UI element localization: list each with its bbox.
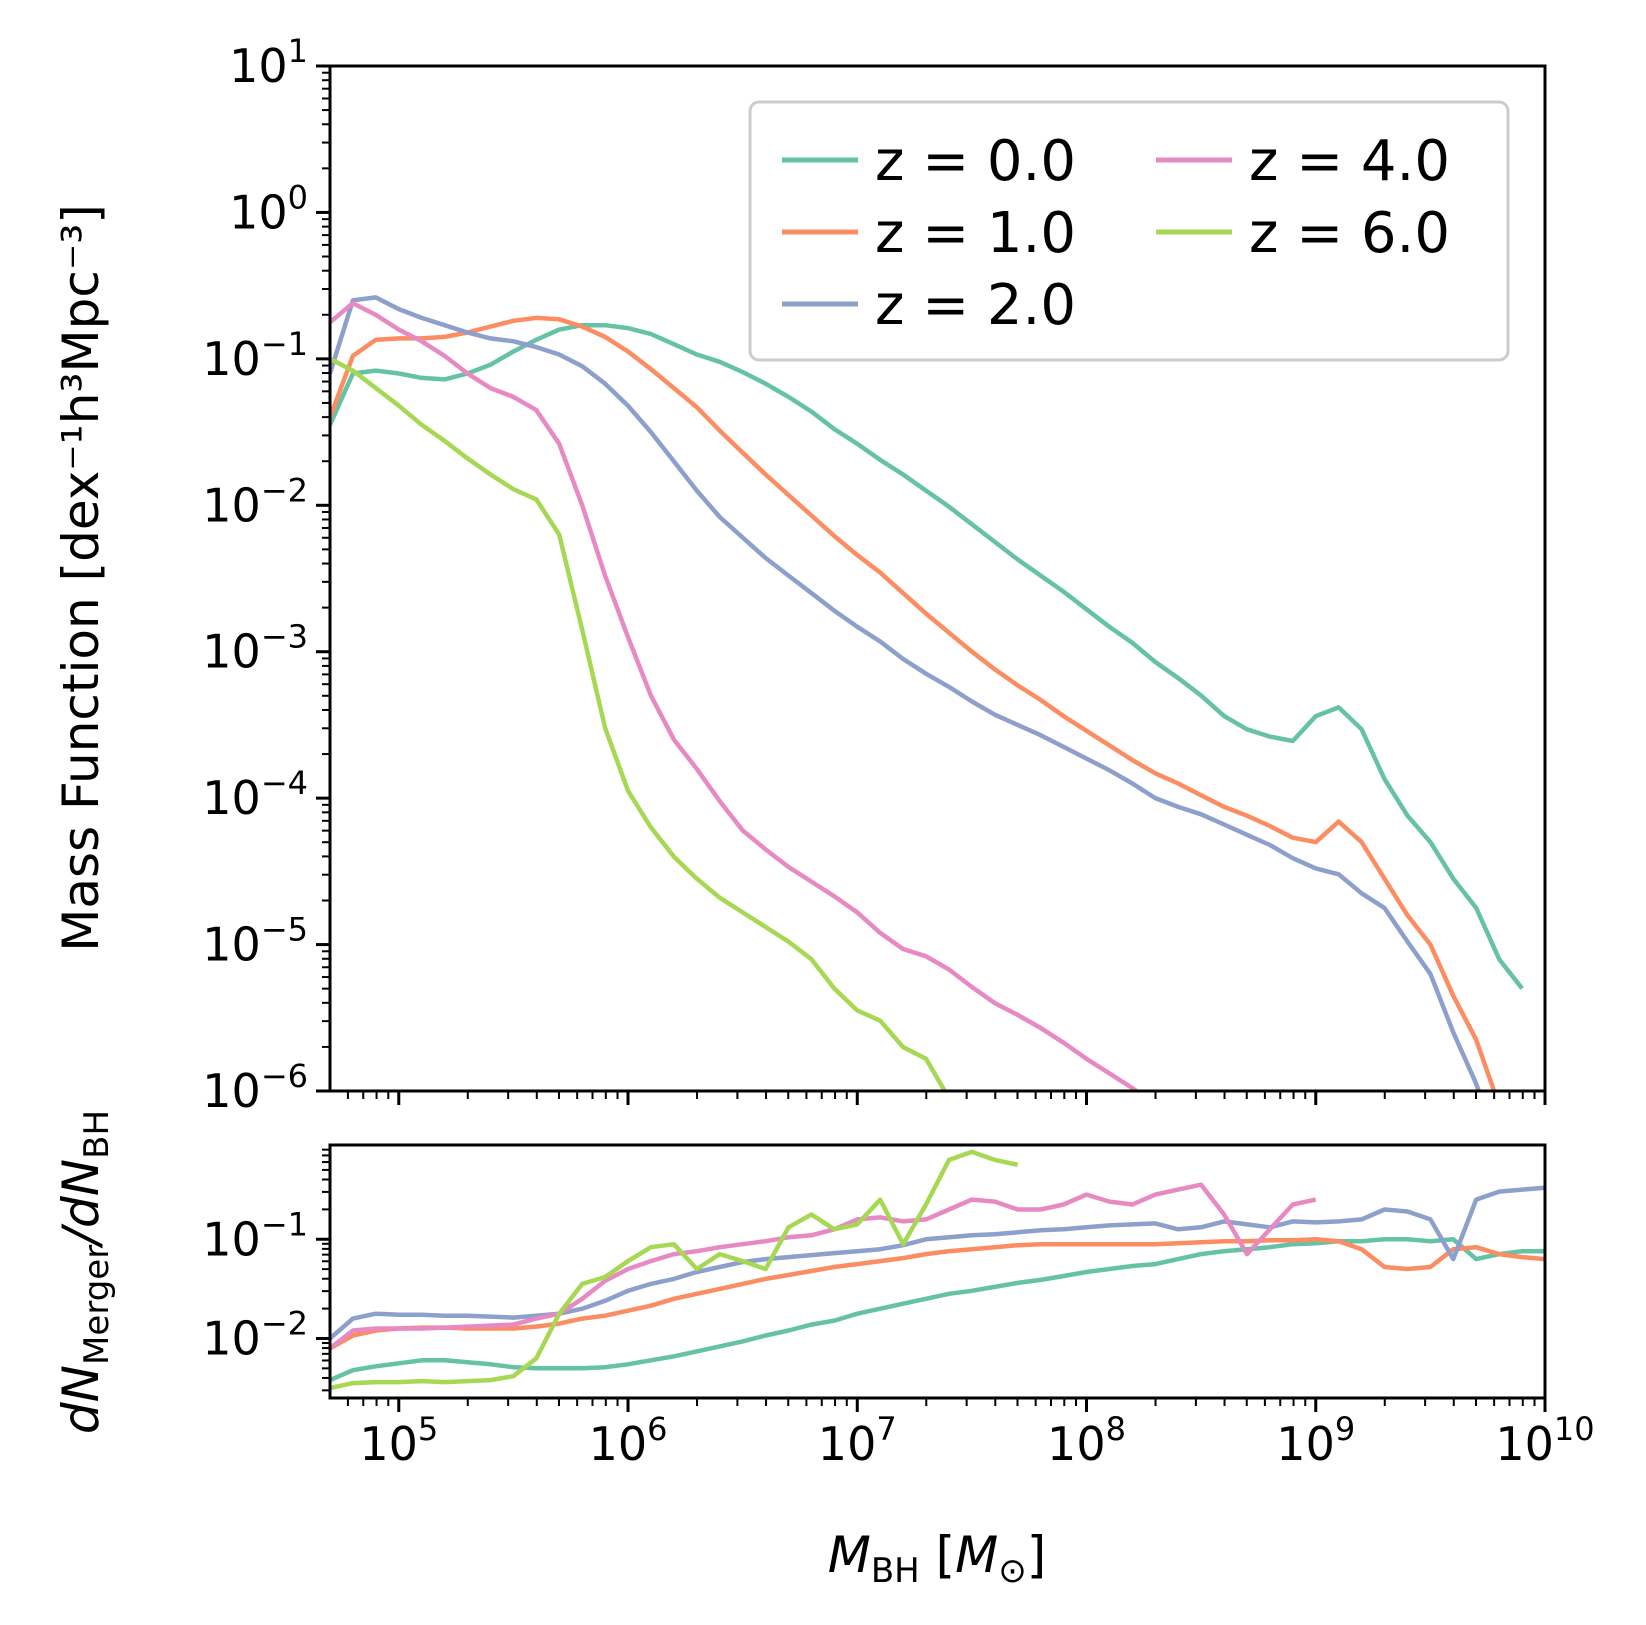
y-tick-label: 10−6 (202, 1057, 308, 1118)
y-tick-label: 10−3 (202, 618, 308, 679)
series-line-z-6-0 (330, 356, 948, 1091)
series-line-z-2-0 (330, 295, 1482, 1091)
y-tick-label: 101 (229, 32, 308, 93)
legend-label: z = 6.0 (1249, 201, 1450, 266)
x-tick-label: 109 (1276, 1410, 1355, 1471)
merger-ratio-panel: 10−1 10−2 105 106 107 108 109 1010 dNMerger/dNB… (52, 1110, 1595, 1591)
series-line-z-0-0 (330, 322, 1524, 990)
y-tick-label: 10−1 (202, 1205, 308, 1266)
top-axes-frame (328, 64, 1547, 1093)
mass-function-panel: 101 100 10−1 10−2 10−3 10−4 10−5 10−6 Mass Func… (52, 32, 1547, 1118)
bottom-ylabel: dNMerger/dNBH (52, 1110, 117, 1434)
legend-label: z = 1.0 (875, 201, 1076, 266)
y-tick-label: 10−5 (202, 911, 308, 972)
y-tick-label: 10−2 (202, 1304, 308, 1365)
legend-item: z = 0.0 (782, 129, 1076, 194)
series-line-z-1-0 (330, 315, 1497, 1091)
legend-label: z = 4.0 (1249, 129, 1450, 194)
series-line-z-0-0 (330, 1237, 1545, 1383)
y-tick-label: 100 (229, 178, 308, 239)
x-tick-label: 106 (589, 1410, 668, 1471)
series-line-z-1-0 (330, 1237, 1545, 1351)
legend-label: z = 0.0 (875, 129, 1076, 194)
legend-item: z = 4.0 (1156, 129, 1450, 194)
y-tick-label: 10−4 (202, 764, 308, 825)
legend-item: z = 2.0 (782, 273, 1076, 338)
legend-label: z = 2.0 (875, 273, 1076, 338)
legend-item: z = 6.0 (1156, 201, 1450, 266)
series-line-z-4-0 (330, 1182, 1317, 1351)
x-tick-label: 1010 (1495, 1410, 1594, 1471)
legend-frame (748, 100, 1510, 362)
y-tick-label: 10−1 (202, 325, 308, 386)
x-tick-label: 105 (359, 1410, 438, 1471)
series-line-z-6-0 (330, 1149, 1019, 1391)
x-tick-label: 107 (818, 1410, 897, 1471)
y-tick-label: 10−2 (202, 471, 308, 532)
x-tick-label: 108 (1047, 1410, 1126, 1471)
legend-item: z = 1.0 (782, 201, 1076, 266)
series-line-z-4-0 (330, 300, 1140, 1091)
legend: z = 0.0 z = 1.0 z = 2.0 z = 4.0 z = 6.0 (748, 100, 1510, 362)
top-ylabel: Mass Function [dex⁻¹h³Mpc⁻³] (52, 204, 110, 952)
bottom-xlabel: MBH [M⊙] (828, 1526, 1047, 1591)
series-line-z-2-0 (330, 1185, 1545, 1341)
bottom-axes-frame (328, 1143, 1547, 1400)
